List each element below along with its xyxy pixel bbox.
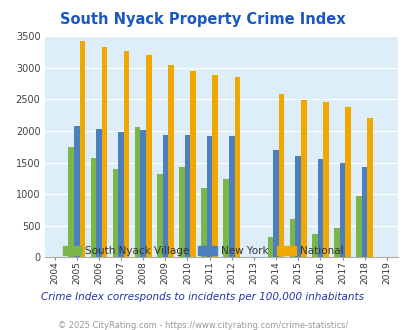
Bar <box>74 126 79 257</box>
Bar <box>113 169 118 257</box>
Bar <box>228 136 234 257</box>
Bar <box>101 47 107 257</box>
Bar <box>333 228 339 257</box>
Bar <box>162 136 168 257</box>
Bar <box>157 174 162 257</box>
Bar <box>68 147 74 257</box>
Bar <box>339 163 344 257</box>
Bar <box>356 196 361 257</box>
Bar <box>300 100 306 257</box>
Bar <box>201 188 207 257</box>
Bar <box>190 71 195 257</box>
Bar <box>140 130 146 257</box>
Text: South Nyack Property Crime Index: South Nyack Property Crime Index <box>60 12 345 26</box>
Bar <box>223 179 228 257</box>
Bar <box>234 77 239 257</box>
Bar <box>179 167 184 257</box>
Bar <box>344 107 350 257</box>
Bar <box>295 156 300 257</box>
Bar <box>367 118 372 257</box>
Bar <box>212 75 217 257</box>
Bar <box>361 167 367 257</box>
Bar <box>184 135 190 257</box>
Bar <box>118 132 124 257</box>
Bar <box>317 159 322 257</box>
Bar <box>134 127 140 257</box>
Text: © 2025 CityRating.com - https://www.cityrating.com/crime-statistics/: © 2025 CityRating.com - https://www.city… <box>58 321 347 330</box>
Text: Crime Index corresponds to incidents per 100,000 inhabitants: Crime Index corresponds to incidents per… <box>41 292 364 302</box>
Bar <box>322 102 328 257</box>
Bar <box>96 128 101 257</box>
Bar <box>168 65 173 257</box>
Bar <box>207 136 212 257</box>
Bar <box>124 51 129 257</box>
Bar <box>289 219 295 257</box>
Legend: South Nyack Village, New York, National: South Nyack Village, New York, National <box>58 242 347 260</box>
Bar <box>273 150 278 257</box>
Bar <box>79 41 85 257</box>
Bar <box>267 237 273 257</box>
Bar <box>90 158 96 257</box>
Bar <box>146 55 151 257</box>
Bar <box>311 234 317 257</box>
Bar <box>278 94 284 257</box>
